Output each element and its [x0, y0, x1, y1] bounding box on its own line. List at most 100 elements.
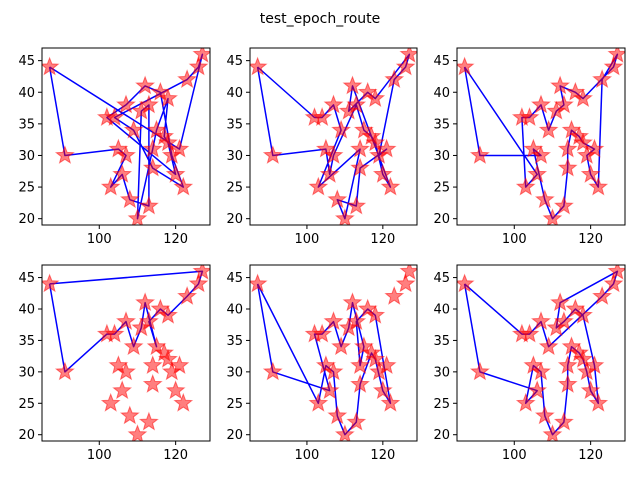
city-marker	[331, 336, 352, 356]
city-marker	[365, 348, 386, 368]
x-tick-label: 100	[87, 448, 112, 463]
y-tick-label: 20	[18, 428, 35, 443]
city-marker	[557, 373, 578, 393]
city-marker	[42, 56, 60, 76]
city-marker	[527, 380, 548, 400]
city-marker	[312, 323, 333, 343]
city-marker	[138, 311, 159, 331]
subplot-epoch-4: 100 120 20 25 30 35 40 45	[18, 264, 211, 463]
city-marker	[350, 355, 370, 375]
city-marker	[531, 311, 551, 331]
subplot-epoch-1: 100 120 20 25 30 35 40 45	[18, 47, 211, 247]
city-marker	[553, 94, 574, 114]
city-marker	[346, 311, 367, 331]
city-marker	[334, 208, 355, 225]
y-tick-label: 35	[433, 117, 450, 132]
plot-area	[250, 265, 417, 441]
city-marker	[308, 392, 329, 412]
subplot-epoch-3: 100 120 20 25 30 35 40 45	[433, 47, 626, 247]
city-marker	[380, 176, 401, 196]
city-marker	[350, 138, 370, 158]
city-marker	[116, 94, 136, 114]
city-marker	[573, 348, 593, 368]
city-marker	[319, 163, 340, 183]
x-tick-label: 100	[295, 448, 320, 463]
city-marker	[334, 424, 355, 441]
city-marker	[123, 336, 144, 356]
y-tick-label: 35	[433, 334, 450, 349]
x-tick-label: 120	[578, 232, 603, 247]
city-marker	[100, 392, 121, 412]
y-tick-label: 40	[433, 303, 450, 318]
y-tick-label: 40	[18, 303, 35, 318]
city-marker	[376, 355, 397, 375]
city-marker	[573, 88, 593, 108]
y-tick-label: 30	[226, 365, 243, 380]
y-tick-label: 40	[226, 86, 243, 101]
city-marker	[142, 355, 163, 375]
city-marker	[553, 411, 574, 431]
route-line	[256, 53, 411, 220]
city-marker	[588, 392, 609, 412]
city-marker	[519, 323, 540, 343]
y-tick-label: 20	[226, 428, 243, 443]
city-marker	[588, 176, 609, 196]
city-marker	[553, 311, 574, 331]
y-tick-label: 25	[226, 397, 243, 412]
city-marker	[165, 380, 186, 400]
city-marker	[127, 208, 148, 225]
city-marker	[327, 405, 348, 425]
city-marker	[42, 273, 60, 293]
city-marker	[104, 323, 125, 343]
city-marker	[165, 163, 186, 183]
y-tick-label: 35	[18, 334, 35, 349]
city-marker	[469, 361, 490, 381]
y-tick-label: 25	[433, 397, 450, 412]
city-marker	[534, 189, 555, 209]
city-marker	[557, 157, 578, 177]
city-marker	[380, 392, 401, 412]
x-tick-label: 100	[295, 232, 320, 247]
y-tick-label: 45	[433, 54, 450, 69]
y-tick-label: 40	[18, 86, 35, 101]
city-marker	[519, 107, 540, 126]
city-marker	[399, 265, 417, 280]
x-tick-label: 100	[502, 448, 527, 463]
y-tick-label: 30	[18, 365, 35, 380]
city-marker	[346, 411, 367, 431]
city-marker	[531, 361, 551, 381]
route-line	[48, 53, 204, 220]
city-marker	[135, 292, 156, 312]
city-marker	[550, 292, 571, 312]
city-marker	[584, 355, 605, 375]
city-marker	[342, 75, 363, 95]
city-marker	[573, 132, 593, 152]
city-marker	[138, 94, 159, 114]
city-marker	[395, 273, 416, 293]
city-marker	[534, 405, 555, 425]
city-marker	[158, 88, 178, 108]
city-marker	[100, 176, 121, 196]
city-marker	[542, 424, 563, 441]
city-marker	[173, 392, 194, 412]
city-marker	[469, 145, 490, 164]
y-tick-label: 35	[18, 117, 35, 132]
axes-frame	[41, 47, 211, 226]
city-marker	[262, 145, 283, 164]
y-tick-label: 45	[226, 271, 243, 286]
y-tick-label: 45	[18, 54, 35, 69]
city-marker	[177, 285, 198, 305]
city-marker	[142, 138, 163, 158]
city-marker	[104, 107, 125, 126]
city-marker	[584, 138, 605, 158]
route-line	[463, 53, 619, 220]
city-marker	[169, 138, 190, 158]
y-tick-label: 30	[226, 149, 243, 164]
city-marker	[342, 292, 363, 312]
y-tick-label: 40	[226, 303, 243, 318]
city-marker	[192, 48, 210, 63]
city-marker	[138, 411, 159, 431]
x-tick-label: 100	[87, 232, 112, 247]
city-marker	[327, 189, 348, 209]
